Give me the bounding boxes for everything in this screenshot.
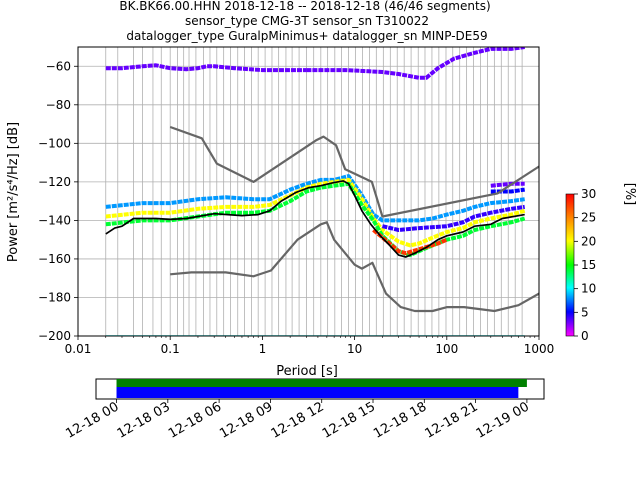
- timeline-tick-label: 12-19 00: [474, 399, 532, 441]
- y-tick-label: −80: [46, 98, 71, 112]
- colorbar-tick-label: 10: [581, 282, 596, 296]
- density-band: [490, 181, 525, 188]
- colorbar-tick-label: 5: [581, 305, 589, 319]
- colorbar-tick-label: 20: [581, 234, 596, 248]
- density-band: [306, 47, 525, 80]
- x-axis-ticks: 0.01 0.1 1 10 100 1000: [65, 336, 555, 356]
- title-line-2: sensor_type CMG-3T sensor_sn T310022: [185, 14, 429, 28]
- y-axis-ticks: −200 −180 −160 −140 −120 −100 −80 −60: [38, 59, 78, 343]
- y-tick-label: −120: [38, 175, 71, 189]
- series-line-nhnm: [169, 125, 539, 218]
- y-tick-label: −200: [38, 329, 71, 343]
- title-line-1: BK.BK66.00.HHN 2018-12-18 -- 2018-12-18 …: [119, 0, 490, 13]
- density-band: [105, 181, 526, 258]
- colorbar-gradient: [565, 193, 575, 337]
- density-band: [105, 177, 526, 248]
- colorbar-tick-label: 30: [581, 187, 596, 201]
- timeline-tick-label: 12-18 18: [371, 399, 429, 441]
- timeline-bar-segments: [116, 387, 519, 398]
- psd-plot: 0.01 0.1 1 10 100 1000 −200 −180 −160 −140 −120 −1…: [6, 46, 555, 379]
- density-band: [105, 174, 525, 223]
- plot-frame: [77, 46, 540, 337]
- timeline-tick-label: 12-18 00: [63, 399, 121, 441]
- x-tick-label: 1000: [524, 342, 555, 356]
- series-line-nlnm: [170, 221, 539, 313]
- y-tick-label: −140: [38, 213, 71, 227]
- series-line-mode: [105, 180, 525, 258]
- y-tick-label: −60: [46, 59, 71, 73]
- x-tick-label: 100: [435, 342, 458, 356]
- x-tick-label: 0.1: [161, 342, 180, 356]
- x-tick-label: 1: [259, 342, 267, 356]
- y-tick-label: −160: [38, 252, 71, 266]
- y-tick-label: −180: [38, 290, 71, 304]
- colorbar-tick-label: 0: [581, 329, 589, 343]
- colorbar-ticks: 0 5 10 15 20 25 30: [574, 187, 596, 343]
- density-band: [372, 228, 448, 256]
- x-tick-label: 0.01: [65, 342, 92, 356]
- colorbar-tick-label: 25: [581, 211, 596, 225]
- title-line-3: datalogger_type GuralpMinimus+ datalogge…: [126, 29, 487, 43]
- timeline-tick-label: 12-18 12: [269, 399, 327, 441]
- timeline-tick-label: 12-18 15: [320, 399, 378, 441]
- timeline-tick-label: 12-18 06: [166, 399, 224, 441]
- timeline-tick-label: 12-18 03: [115, 399, 173, 441]
- timeline-bars: [116, 379, 527, 398]
- timeline-tick-label: 12-18 09: [217, 399, 275, 441]
- density-band: [105, 63, 307, 73]
- density-band: [381, 204, 525, 232]
- density-band: [490, 187, 525, 194]
- density-bands: [105, 47, 526, 258]
- colorbar: 0 5 10 15 20 25 30 [%]: [565, 183, 637, 343]
- chart-title: BK.BK66.00.HHN 2018-12-18 -- 2018-12-18 …: [119, 0, 490, 43]
- x-tick-label: 10: [347, 342, 362, 356]
- timeline-bar-data: [116, 379, 527, 387]
- timeline-tick-label: 12-18 21: [422, 399, 480, 441]
- y-axis-label: Power [m²/s⁴/Hz] [dB]: [6, 122, 21, 262]
- colorbar-tick-label: 15: [581, 258, 596, 272]
- colorbar-label: [%]: [622, 183, 637, 206]
- model-lines: [105, 125, 539, 336]
- y-tick-label: −100: [38, 136, 71, 150]
- x-axis-label: Period [s]: [276, 364, 338, 379]
